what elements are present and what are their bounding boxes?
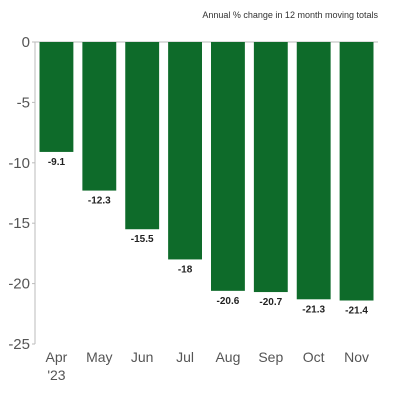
x-tick-label: Jun <box>131 349 154 365</box>
x-tick-label: Apr <box>46 349 68 365</box>
data-label: -21.4 <box>345 306 368 317</box>
data-label: -18 <box>178 264 193 275</box>
x-axis-ticks: Apr '23 May Jun Jul Aug Sep Oct Nov <box>46 349 369 383</box>
x-tick-sublabel: '23 <box>47 367 65 383</box>
data-labels: -9.1 -12.3 -15.5 -18 -20.6 -20.7 -21.3 -21.4 <box>48 157 369 317</box>
data-label: -12.3 <box>88 196 111 207</box>
x-tick-label: Aug <box>215 349 240 365</box>
data-label: -20.7 <box>259 297 282 308</box>
y-tick-label: 0 <box>22 34 30 51</box>
data-label: -21.3 <box>302 304 325 315</box>
data-label: -15.5 <box>131 234 154 245</box>
bar <box>39 42 74 152</box>
bar <box>296 42 331 300</box>
y-tick-label: -20 <box>8 276 30 293</box>
bar <box>211 42 245 291</box>
y-tick-label: -15 <box>8 215 30 232</box>
bar <box>125 42 160 230</box>
x-tick-label: Nov <box>344 349 369 365</box>
x-tick-label: Sep <box>258 349 283 365</box>
y-tick-label: -25 <box>8 336 30 353</box>
bar <box>339 42 374 301</box>
data-label: -9.1 <box>48 157 66 168</box>
bars <box>39 42 374 301</box>
y-axis-ticks: 0 -5 -10 -15 -20 -25 <box>8 34 35 353</box>
y-tick-label: -5 <box>17 94 30 111</box>
x-tick-label: May <box>86 349 112 365</box>
bar <box>253 42 288 293</box>
bar <box>82 42 117 191</box>
y-tick-label: -10 <box>8 155 30 172</box>
chart-subtitle: Annual % change in 12 month moving total… <box>202 10 378 20</box>
x-tick-label: Oct <box>303 349 325 365</box>
x-tick-label: Jul <box>176 349 194 365</box>
bar <box>168 42 202 260</box>
data-label: -20.6 <box>217 296 240 307</box>
